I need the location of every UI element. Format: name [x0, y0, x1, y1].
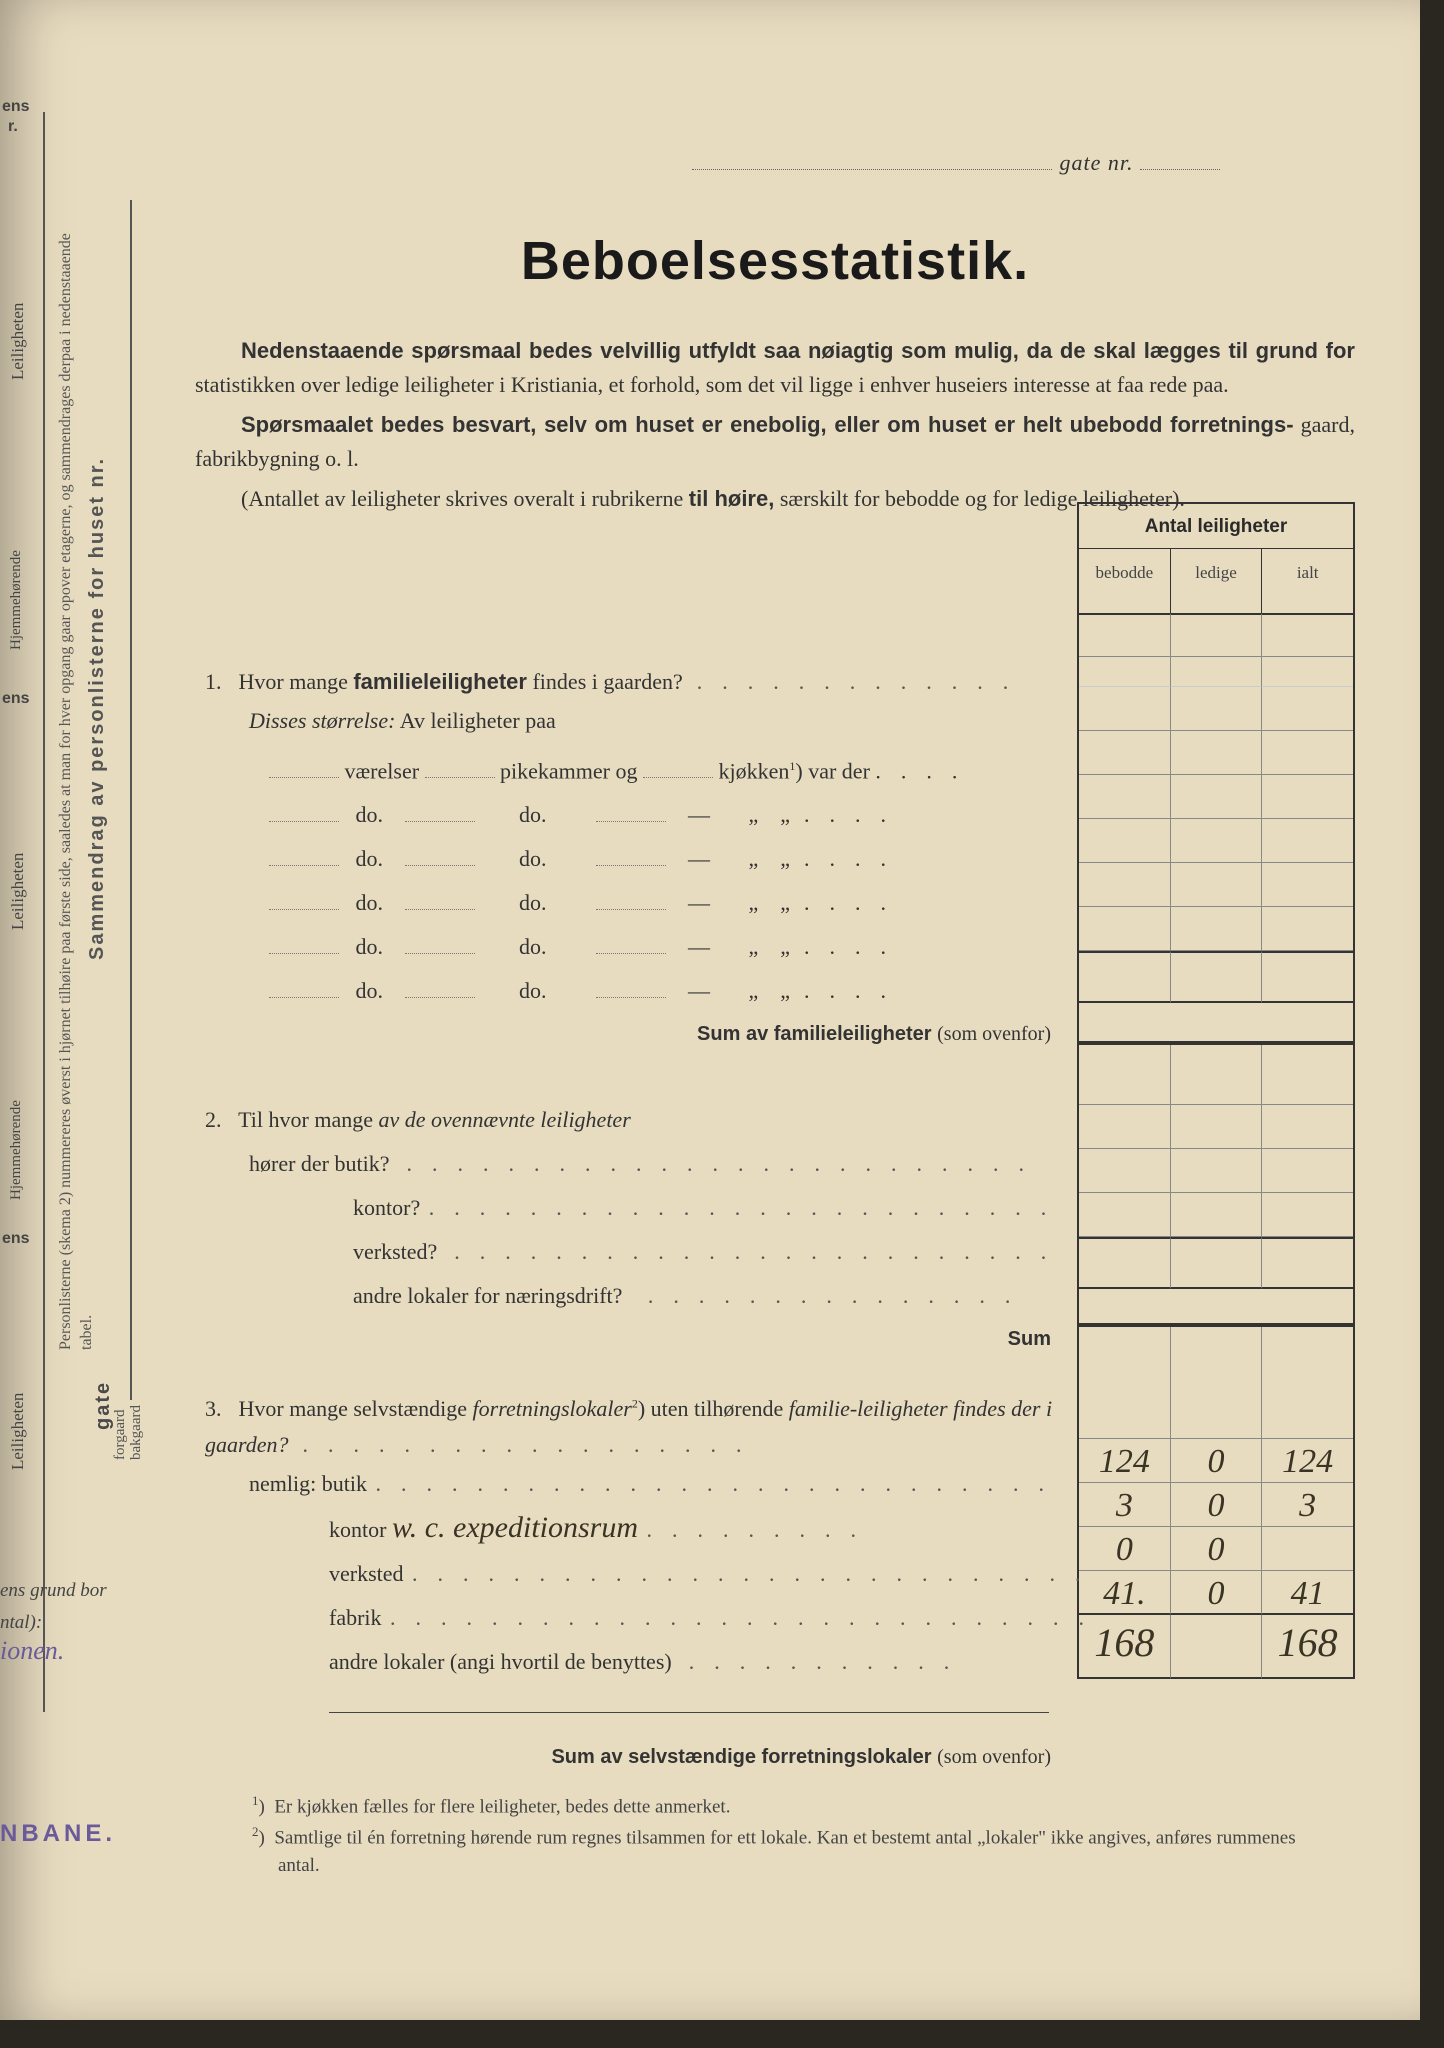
col-ialt: ialt [1261, 549, 1353, 613]
grid-q2 [1077, 1043, 1355, 1289]
left-leiligheten-2: Leiligheten [8, 760, 28, 930]
left-leiligheten-3: Leiligheten [8, 1300, 28, 1470]
left-leiligheten-1: Leiligheten [8, 210, 28, 380]
col-bebodde: bebodde [1079, 549, 1170, 613]
q1-line: 1. Hvor mange familieleiligheter findes … [205, 660, 1055, 704]
left-forgaard: forgaard [112, 1330, 129, 1460]
table-header: Antal leiligheter [1079, 504, 1353, 549]
left-hjemme-2: Hjemmehørende [8, 970, 25, 1200]
questions: 1. Hvor mange familieleiligheter findes … [205, 660, 1055, 1769]
q1-sum: Sum av familieleiligheter (som ovenfor) [205, 1023, 1055, 1046]
grid-q3: 1240124 303 00 41.041 168168 [1077, 1325, 1355, 1679]
q2-sum: Sum [205, 1328, 1055, 1351]
left-note: Personlisterne (skema 2) nummereres øver… [56, 200, 98, 1350]
q3-sum: Sum av selvstændige forretningslokaler (… [205, 1746, 1055, 1769]
left-ens-1: ens [2, 98, 30, 116]
left-hand-1: ionen. [0, 1636, 64, 1666]
left-ntal: ntal): [0, 1612, 42, 1634]
left-grund: ens grund bor [0, 1580, 107, 1602]
left-ens-2: ens [2, 690, 30, 708]
left-margin: ens r. Leiligheten Hjemmehørende ens Lei… [0, 0, 160, 2020]
footnotes: 1) Er kjøkken fælles for flere leilighet… [230, 1790, 1330, 1881]
q2-line: 2. Til hvor mange av de ovennævnte leili… [205, 1098, 1055, 1142]
main-content: Beboelsesstatistik. Nedenstaaende spørsm… [195, 230, 1355, 522]
left-nbane: NBANE. [0, 1820, 116, 1848]
page: ens r. Leiligheten Hjemmehørende ens Lei… [0, 0, 1420, 2020]
left-bakgaard: bakgaard [128, 1330, 145, 1460]
intro-text: Nedenstaaende spørsmaal bedes velvillig … [195, 334, 1355, 516]
left-ens-3: ens [2, 1230, 30, 1248]
count-table: Antal leiligheter bebodde ledige ialt [1077, 502, 1355, 1679]
left-r: r. [8, 118, 18, 136]
col-ledige: ledige [1170, 549, 1262, 613]
grid-q1 [1077, 613, 1355, 1003]
left-hjemme-1: Hjemmehørende [8, 420, 25, 650]
page-title: Beboelsesstatistik. [195, 230, 1355, 292]
q3-line: 3. Hvor mange selvstændige forretningslo… [205, 1391, 1055, 1461]
gate-line: gate nr. [692, 148, 1221, 176]
